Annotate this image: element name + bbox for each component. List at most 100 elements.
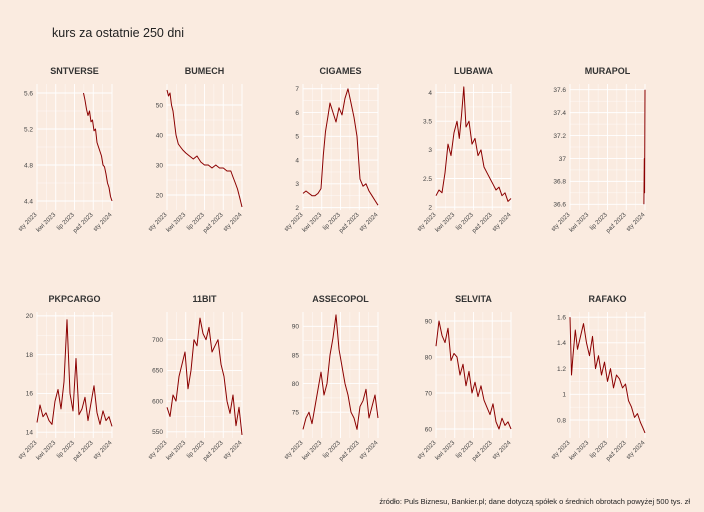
panel-title: PKPCARGO: [48, 294, 100, 304]
y-tick-label: 1: [562, 392, 566, 399]
y-tick-label: 700: [152, 337, 163, 344]
y-tick-label: 18: [26, 352, 34, 359]
y-tick-label: 40: [156, 132, 164, 139]
panel-title: MURAPOL: [585, 66, 631, 76]
x-tick-label: paź 2023: [605, 439, 628, 462]
x-tick-label: sty 2024: [222, 439, 244, 461]
y-tick-label: 85: [292, 352, 300, 359]
x-tick-label: kwi 2023: [35, 211, 58, 234]
price-line-bumech: [166, 89, 243, 208]
x-tick-label: sty 2024: [92, 211, 114, 233]
x-tick-label: paź 2023: [202, 211, 225, 234]
y-tick-label: 2.5: [423, 176, 432, 183]
y-tick-label: 0.8: [557, 417, 566, 424]
y-tick-label: 3: [295, 181, 299, 188]
y-tick-label: 3.5: [423, 119, 432, 126]
price-line-rafako: [569, 317, 646, 434]
y-tick-label: 60: [425, 426, 433, 433]
x-tick-label: kwi 2023: [35, 439, 58, 462]
source-caption: źródło: Puls Biznesu, Bankier.pl; dane d…: [379, 497, 690, 506]
y-tick-label: 50: [156, 102, 164, 109]
x-tick-label: sty 2024: [625, 439, 647, 461]
y-tick-label: 70: [425, 390, 433, 397]
panel-title: SELVITA: [455, 294, 492, 304]
x-tick-label: sty 2024: [358, 211, 380, 233]
y-tick-label: 90: [292, 324, 300, 331]
y-tick-label: 5.2: [24, 126, 33, 133]
x-tick-label: sty 2024: [92, 439, 114, 461]
y-tick-label: 36.6: [553, 202, 566, 209]
x-tick-label: paź 2023: [471, 211, 494, 234]
y-tick-label: 1.2: [557, 366, 566, 373]
x-tick-label: sty 2024: [491, 211, 513, 233]
y-tick-label: 37.2: [553, 133, 566, 140]
x-tick-label: sty 2024: [358, 439, 380, 461]
y-tick-label: 6: [295, 110, 299, 117]
panel-title: BUMECH: [185, 66, 225, 76]
y-tick-label: 80: [425, 354, 433, 361]
x-tick-label: paź 2023: [338, 439, 361, 462]
y-tick-label: 550: [152, 429, 163, 436]
y-tick-label: 600: [152, 398, 163, 405]
y-tick-label: 4: [295, 157, 299, 164]
x-tick-label: sty 2024: [625, 211, 647, 233]
x-tick-label: paź 2023: [202, 439, 225, 462]
y-tick-label: 4.8: [24, 162, 33, 169]
panel-title: RAFAKO: [589, 294, 627, 304]
y-tick-label: 1.6: [557, 314, 566, 321]
y-tick-label: 3: [428, 147, 432, 154]
y-tick-label: 20: [156, 192, 164, 199]
y-tick-label: 30: [156, 162, 164, 169]
y-tick-label: 4.4: [24, 198, 33, 205]
y-tick-label: 80: [292, 381, 300, 388]
y-tick-label: 16: [26, 391, 34, 398]
x-tick-label: kwi 2023: [434, 211, 457, 234]
y-tick-label: 14: [26, 429, 34, 436]
price-line-murapol: [643, 89, 646, 205]
x-tick-label: sty 2024: [222, 211, 244, 233]
y-tick-label: 75: [292, 410, 300, 417]
x-tick-label: paź 2023: [471, 439, 494, 462]
panel-title: SNTVERSE: [50, 66, 99, 76]
x-tick-label: kwi 2023: [301, 439, 324, 462]
x-tick-label: kwi 2023: [568, 439, 591, 462]
y-tick-label: 37.4: [553, 110, 566, 117]
x-tick-label: kwi 2023: [165, 439, 188, 462]
price-line-cigames: [302, 88, 379, 206]
price-line-assecopol: [302, 314, 379, 430]
y-tick-label: 4: [428, 90, 432, 97]
y-tick-label: 650: [152, 368, 163, 375]
y-tick-label: 5.6: [24, 90, 33, 97]
x-tick-label: kwi 2023: [301, 211, 324, 234]
x-tick-label: kwi 2023: [434, 439, 457, 462]
panel-title: CIGAMES: [319, 66, 361, 76]
x-tick-label: kwi 2023: [165, 211, 188, 234]
price-line-lubawa: [435, 86, 512, 202]
x-tick-label: paź 2023: [338, 211, 361, 234]
chart-main-title: kurs za ostatnie 250 dni: [52, 26, 185, 40]
price-line-selvita: [435, 320, 512, 430]
panel-title: LUBAWA: [454, 66, 493, 76]
y-tick-label: 20: [26, 313, 34, 320]
y-tick-label: 37: [559, 156, 567, 163]
x-tick-label: paź 2023: [72, 211, 95, 234]
panel-title: 11BIT: [192, 294, 217, 304]
y-tick-label: 90: [425, 318, 433, 325]
price-line-11bit: [166, 317, 243, 435]
y-tick-label: 2: [295, 205, 299, 212]
y-tick-label: 36.8: [553, 179, 566, 186]
x-tick-label: sty 2024: [491, 439, 513, 461]
y-tick-label: 7: [295, 86, 299, 93]
y-tick-label: 37.6: [553, 87, 566, 94]
x-tick-label: paź 2023: [72, 439, 95, 462]
